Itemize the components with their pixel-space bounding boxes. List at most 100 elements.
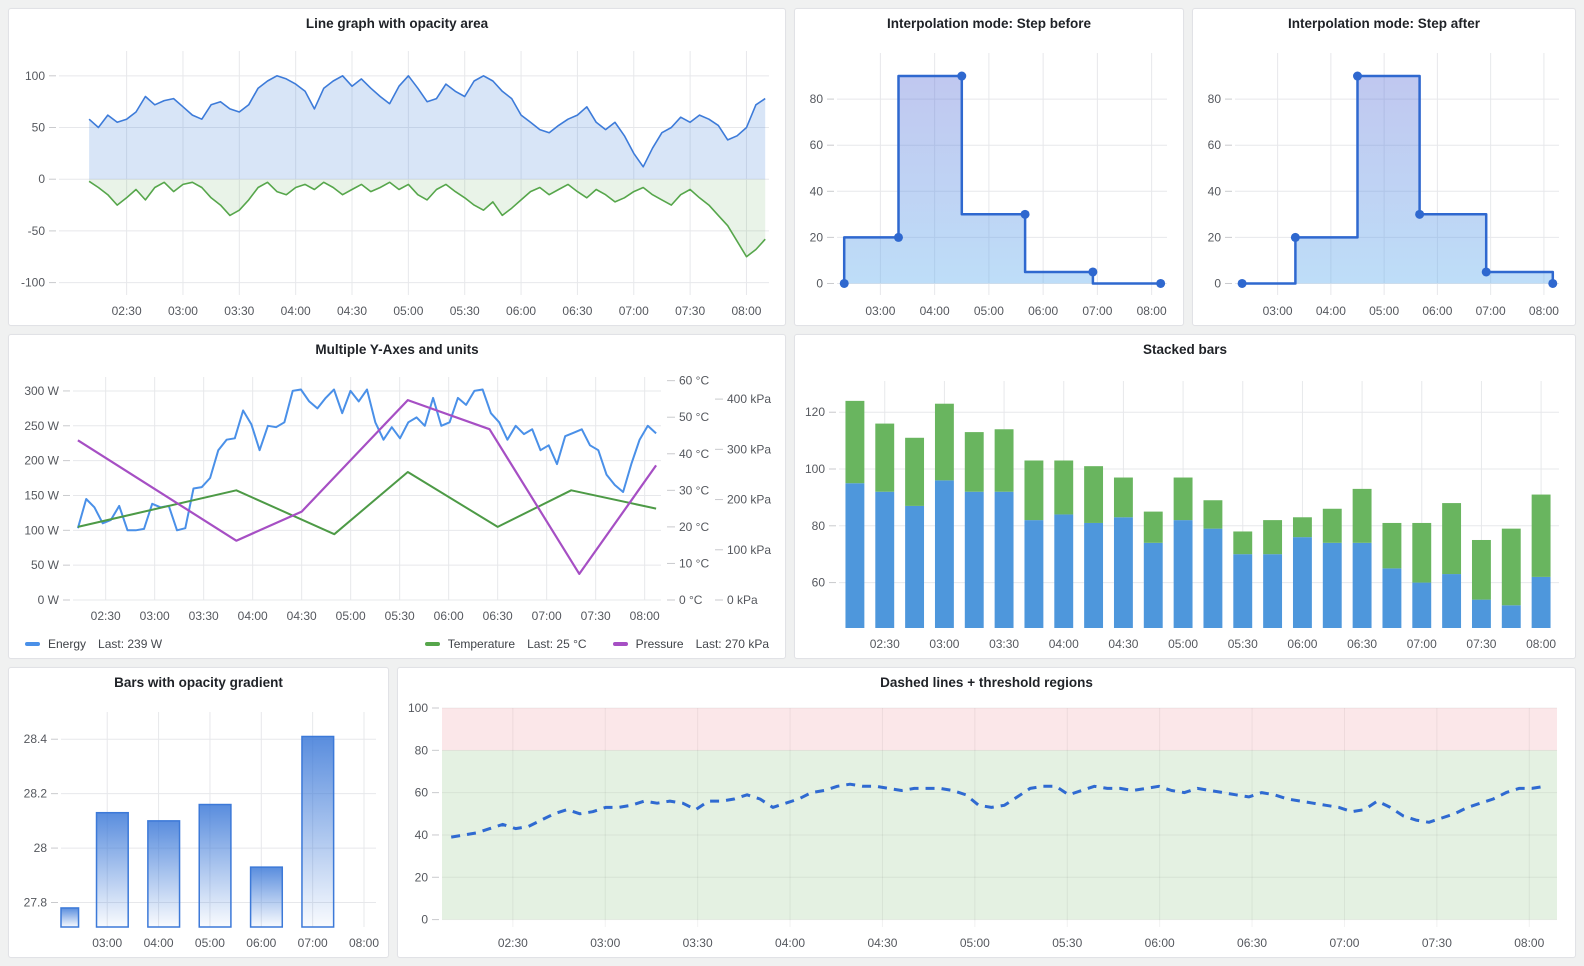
- stacked-bar-bottom: [1322, 542, 1342, 628]
- data-point-marker: [957, 71, 967, 81]
- legend-item-temperature[interactable]: Temperature Last: 25 °C: [424, 637, 587, 651]
- stacked-bar-bottom: [1054, 514, 1074, 628]
- step-before-chart[interactable]: 0 20 40 60 80 03:00 04:00 05:00 06:00 07:00 08:00: [795, 39, 1183, 325]
- Energy-line: [76, 388, 657, 532]
- panel-title[interactable]: Stacked bars: [1142, 342, 1228, 357]
- step-after-chart[interactable]: 0 20 40 60 80 03:00 04:00 05:00 06:00 07:00 08:00: [1193, 39, 1575, 325]
- stacked-bar-top: [1024, 460, 1044, 521]
- legend-marker-energy: [25, 642, 40, 646]
- data-point-marker: [893, 232, 903, 242]
- stacked-bar-top: [1412, 522, 1432, 583]
- Pressure-line: [77, 398, 657, 575]
- panel-title[interactable]: Multiple Y-Axes and units: [315, 342, 479, 357]
- opacity-gradient-bars-chart[interactable]: 27.8 28 28.2 28.4 03:00 04:00 05:00 06:00 07:00 0…: [9, 698, 388, 957]
- x-tick-label: 06:00: [506, 304, 536, 318]
- x-tick-label: 06:00: [1145, 936, 1175, 950]
- x-tick-label: 04:00: [775, 936, 805, 950]
- data-point-marker: [1088, 267, 1098, 277]
- legend-label-pressure[interactable]: Pressure: [635, 637, 684, 651]
- y-tick-label: 20: [810, 230, 824, 244]
- y-tick-label: 100 kPa: [727, 543, 771, 557]
- dashed-threshold-chart[interactable]: 0 20 40 60 80 100 02:30 03:00 03:30 04:00 04:30 05:…: [398, 698, 1575, 957]
- multi-y-axes-chart[interactable]: 0 W 50 W 100 W 150 W 200 W 250 W 300 W 0 °C 10 °…: [9, 365, 785, 630]
- grid-lines: [59, 51, 769, 295]
- x-tick-label: 07:00: [532, 609, 562, 623]
- stacked-bar-bottom: [1471, 599, 1491, 628]
- legend-label-temperature[interactable]: Temperature: [447, 637, 516, 651]
- stacked-bar-bottom: [1203, 528, 1223, 628]
- y-tick-label: 0 W: [38, 593, 60, 607]
- x-tick-label: 03:30: [683, 936, 713, 950]
- y-tick-label: 50 °C: [679, 410, 709, 424]
- x-tick-label: 08:00: [731, 304, 761, 318]
- panel-title[interactable]: Line graph with opacity area: [305, 16, 489, 31]
- legend-label-energy[interactable]: Energy: [48, 637, 87, 651]
- y-tick-label: 60: [1208, 138, 1222, 152]
- y-tick-label: 80: [810, 92, 824, 106]
- y-tick-label: 100: [805, 462, 825, 476]
- gradient-bar: [249, 866, 284, 928]
- chart-canvas: 27.8 28 28.2 28.4 03:00 04:00 05:00 06:00 07:00 0…: [24, 712, 379, 950]
- y-tick-label: 40: [1208, 184, 1222, 198]
- legend-item-pressure[interactable]: Pressure Last: 270 kPa: [612, 637, 769, 651]
- chart-canvas: -100 -50 0 50 100 02:30 03:00 03:30 04:00 04:30 05…: [21, 51, 769, 318]
- stacked-bar-top: [1352, 488, 1372, 543]
- stacked-bar-bottom: [1084, 522, 1104, 628]
- y-tick-label: 300 W: [24, 384, 59, 398]
- panel-multi-y-axes: Multiple Y-Axes and units 0 W 50 W 100 W 15…: [8, 334, 786, 659]
- x-tick-label: 05:00: [974, 304, 1004, 318]
- step-area: [1242, 76, 1553, 284]
- stacked-bar-bottom: [1412, 582, 1432, 628]
- x-tick-label: 03:00: [140, 609, 170, 623]
- x-tick-label: 03:00: [590, 936, 620, 950]
- stacked-bar-top: [934, 403, 954, 481]
- data-point-marker: [839, 278, 849, 288]
- x-tick-label: 08:00: [1526, 637, 1556, 651]
- x-tick-label: 04:30: [1108, 637, 1138, 651]
- y-tick-label: 100: [408, 701, 428, 715]
- y-tick-label: 28.2: [24, 787, 48, 801]
- line-opacity-area-chart[interactable]: -100 -50 0 50 100 02:30 03:00 03:30 04:00 04:30 05…: [9, 39, 785, 325]
- chart-canvas: 0 20 40 60 80 100 02:30 03:00 03:30 04:00 04:30 05:…: [408, 701, 1557, 950]
- stacked-bar-top: [1054, 460, 1074, 515]
- x-tick-label: 04:30: [867, 936, 897, 950]
- stacked-bar-bottom: [1442, 574, 1462, 628]
- x-tick-label: 08:00: [1137, 304, 1167, 318]
- y-tick-label: 10 °C: [679, 556, 709, 570]
- panel-title[interactable]: Dashed lines + threshold regions: [880, 675, 1093, 690]
- x-tick-label: 04:30: [287, 609, 317, 623]
- legend-marker-pressure: [612, 642, 628, 646]
- x-tick-label: 02:30: [498, 936, 528, 950]
- stacked-bar-bottom: [934, 480, 954, 628]
- x-tick-label: 05:00: [195, 936, 225, 950]
- panel-dashed-threshold: Dashed lines + threshold regions 0 20 40 60…: [397, 667, 1576, 958]
- y-tick-label: 80: [812, 519, 826, 533]
- alert-threshold-region: [442, 708, 1557, 751]
- x-tick-label: 06:00: [1422, 304, 1452, 318]
- x-tick-label: 08:00: [1529, 304, 1559, 318]
- Temperature-line: [77, 471, 657, 536]
- stacked-bar-top: [1322, 508, 1342, 543]
- x-tick-label: 04:00: [920, 304, 950, 318]
- stacked-bar-bottom: [1173, 520, 1193, 628]
- stacked-bar-top: [1292, 517, 1312, 538]
- panel-title[interactable]: Interpolation mode: Step before: [886, 16, 1091, 31]
- x-tick-label: 06:00: [434, 609, 464, 623]
- x-tick-label: 04:00: [1316, 304, 1346, 318]
- data-point-marker: [1020, 209, 1030, 219]
- y-tick-label: 400 kPa: [727, 392, 771, 406]
- legend-last-pressure: Last: 270 kPa: [695, 637, 769, 651]
- stacked-bars-chart[interactable]: 60 80 100 120 02:30 03:00 03:30 04:00 04:30 05:00…: [795, 365, 1575, 658]
- panel-line-opacity-area: Line graph with opacity area -100 -50 0 50 1…: [8, 8, 786, 326]
- panel-title[interactable]: Bars with opacity gradient: [114, 675, 283, 690]
- x-tick-label: 03:00: [929, 637, 959, 651]
- stacked-bar-bottom: [964, 491, 984, 628]
- y-tick-label: 0: [816, 276, 823, 290]
- gradient-bar: [60, 907, 80, 928]
- panel-title[interactable]: Interpolation mode: Step after: [1287, 16, 1480, 31]
- panel-step-before: Interpolation mode: Step before 0 20 40 60 8…: [794, 8, 1184, 326]
- legend-item-energy[interactable]: Energy Last: 239 W: [25, 637, 162, 651]
- stacked-bar-top: [1531, 494, 1551, 577]
- lower-series-area: [89, 179, 766, 257]
- x-tick-label: 03:30: [989, 637, 1019, 651]
